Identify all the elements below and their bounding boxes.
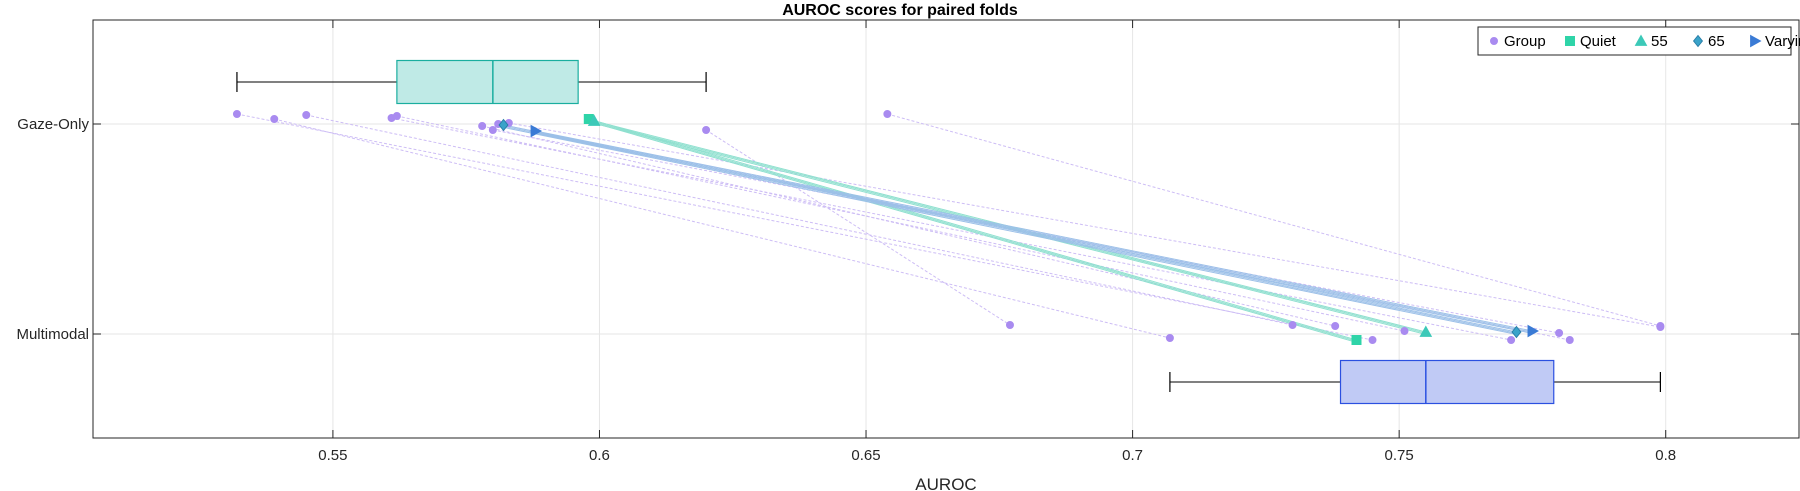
point-gaze-group bbox=[883, 110, 892, 118]
box-layer bbox=[236, 59, 1661, 405]
point-gaze-group bbox=[270, 115, 279, 123]
x-tick-label: 0.8 bbox=[1655, 447, 1676, 464]
point-multimodal-group bbox=[1288, 321, 1297, 329]
chart-title: AUROC scores for paired folds bbox=[782, 2, 1018, 19]
pair-line-group bbox=[306, 114, 1293, 326]
point-multimodal-55 bbox=[1419, 325, 1433, 337]
y-tick-label: Multimodal bbox=[16, 326, 89, 343]
legend-marker-group bbox=[1490, 37, 1498, 45]
x-tick-label: 0.6 bbox=[589, 447, 610, 464]
tick-layer: 0.55 0.6 0.65 0.7 0.75 0.8 Gaze-Only Multimodal bbox=[16, 20, 1799, 464]
point-multimodal-varying bbox=[1527, 324, 1539, 338]
pair-line-quiet bbox=[588, 120, 1357, 343]
x-tick-label: 0.65 bbox=[851, 447, 880, 464]
point-multimodal-group bbox=[1555, 329, 1564, 337]
point-gaze-group bbox=[488, 126, 497, 134]
legend: Group Quiet 55 65 Varying bbox=[1477, 26, 1800, 56]
pair-line-group bbox=[396, 115, 1405, 332]
point-multimodal-group bbox=[1565, 336, 1574, 344]
point-multimodal-group bbox=[1507, 336, 1516, 344]
legend-marker-varying bbox=[1750, 34, 1762, 48]
points-layer bbox=[232, 110, 1665, 345]
pair-line-varying bbox=[535, 130, 1533, 332]
point-gaze-group bbox=[302, 111, 311, 119]
point-gaze-group bbox=[392, 112, 401, 120]
legend-label-varying: Varying bbox=[1765, 33, 1800, 50]
legend-marker-65 bbox=[1692, 34, 1704, 48]
y-tick-label: Gaze-Only bbox=[17, 116, 89, 133]
point-gaze-varying bbox=[530, 124, 543, 138]
legend-label-65: 65 bbox=[1708, 33, 1725, 50]
pair-lines-layer bbox=[236, 113, 1661, 343]
pair-line-varying bbox=[535, 131, 1533, 333]
point-multimodal-group bbox=[1400, 327, 1409, 335]
point-gaze-group bbox=[702, 126, 711, 134]
legend-box bbox=[1477, 26, 1792, 56]
point-multimodal-quiet bbox=[1351, 335, 1362, 345]
pair-line-quiet bbox=[588, 118, 1357, 341]
point-multimodal-65 bbox=[1511, 325, 1522, 339]
pair-line-quiet bbox=[588, 119, 1357, 342]
x-tick-label: 0.7 bbox=[1122, 447, 1143, 464]
point-gaze-55 bbox=[587, 114, 601, 126]
x-tick-label: 0.55 bbox=[318, 447, 347, 464]
x-axis-title: AUROC bbox=[915, 475, 976, 491]
pair-line-65 bbox=[503, 126, 1517, 335]
point-gaze-65 bbox=[498, 118, 509, 132]
pair-line-group bbox=[236, 113, 1373, 341]
x-tick-label: 0.75 bbox=[1385, 447, 1414, 464]
point-multimodal-group bbox=[1165, 334, 1174, 342]
point-multimodal-group bbox=[1368, 336, 1377, 344]
legend-label-quiet: Quiet bbox=[1580, 33, 1617, 50]
point-multimodal-group bbox=[1331, 322, 1340, 330]
legend-marker-55 bbox=[1634, 34, 1648, 46]
pair-line-varying bbox=[535, 132, 1533, 334]
legend-marker-quiet bbox=[1565, 36, 1575, 46]
pair-line-group bbox=[274, 118, 1171, 339]
box-iqr bbox=[396, 59, 579, 105]
legend-label-group: Group bbox=[1504, 33, 1546, 50]
point-gaze-group bbox=[232, 110, 241, 118]
point-multimodal-group bbox=[1005, 321, 1014, 329]
plot-frame bbox=[92, 19, 1800, 439]
point-multimodal-group bbox=[1656, 322, 1665, 330]
point-gaze-group bbox=[478, 122, 487, 130]
legend-label-55: 55 bbox=[1651, 33, 1668, 50]
pair-line-group bbox=[887, 113, 1661, 327]
box-iqr bbox=[1339, 359, 1555, 405]
